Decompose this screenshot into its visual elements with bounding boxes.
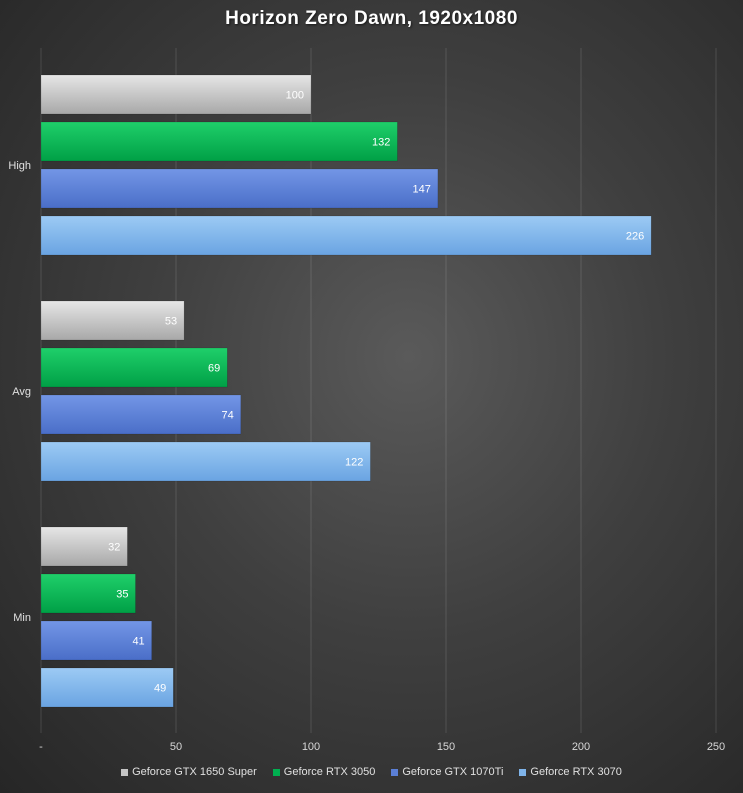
legend-label: Geforce GTX 1650 Super bbox=[132, 766, 257, 778]
x-tick-label: 250 bbox=[707, 741, 725, 753]
legend-swatch bbox=[391, 768, 399, 776]
data-label: 35 bbox=[116, 589, 128, 601]
bar bbox=[40, 347, 228, 388]
bar bbox=[40, 526, 128, 567]
category-label: Min bbox=[13, 612, 31, 624]
category-label: High bbox=[8, 160, 31, 172]
bar bbox=[40, 441, 371, 482]
data-label: 69 bbox=[208, 363, 220, 375]
data-label: 122 bbox=[345, 457, 363, 469]
legend-swatch bbox=[121, 768, 129, 776]
x-tick-label: 150 bbox=[437, 741, 455, 753]
category-label: Avg bbox=[12, 386, 31, 398]
legend-label: Geforce GTX 1070Ti bbox=[402, 766, 504, 778]
legend-swatch bbox=[519, 768, 527, 776]
gridlines bbox=[40, 48, 717, 733]
legend-label: Geforce RTX 3070 bbox=[530, 766, 622, 778]
bar bbox=[40, 168, 439, 209]
data-label: 132 bbox=[372, 137, 390, 149]
data-label: 226 bbox=[626, 231, 644, 243]
bar bbox=[40, 215, 652, 256]
data-label: 100 bbox=[286, 90, 304, 102]
legend-label: Geforce RTX 3050 bbox=[283, 766, 376, 778]
x-tick-label: 50 bbox=[170, 741, 182, 753]
x-tick-label: 200 bbox=[572, 741, 590, 753]
bar bbox=[40, 573, 136, 614]
data-label: 49 bbox=[154, 683, 166, 695]
bar bbox=[40, 300, 185, 341]
bar bbox=[40, 620, 152, 661]
x-tick-label: - bbox=[39, 741, 43, 753]
legend-item: Geforce GTX 1070Ti bbox=[391, 766, 503, 778]
legend-item: Geforce RTX 3070 bbox=[519, 766, 622, 778]
legend-item: Geforce GTX 1650 Super bbox=[121, 766, 257, 778]
legend: Geforce GTX 1650 Super Geforce RTX 3050 Ge… bbox=[0, 766, 743, 778]
x-tick-label: 100 bbox=[302, 741, 320, 753]
data-label: 41 bbox=[132, 636, 144, 648]
data-label: 74 bbox=[222, 410, 234, 422]
legend-item: Geforce RTX 3050 bbox=[272, 766, 376, 778]
bar bbox=[40, 121, 398, 162]
bars bbox=[40, 74, 652, 708]
legend-swatch bbox=[272, 768, 280, 776]
data-label: 53 bbox=[165, 316, 177, 328]
chart-title: Horizon Zero Dawn, 1920x1080 bbox=[225, 8, 518, 29]
bar bbox=[40, 667, 174, 708]
labels: - 50 100 150 200 250 100 132 147 226 High 53 69 74 122… bbox=[8, 90, 725, 754]
bar bbox=[40, 74, 312, 115]
data-label: 32 bbox=[108, 542, 120, 554]
bar bbox=[40, 394, 242, 435]
data-label: 147 bbox=[413, 184, 431, 196]
